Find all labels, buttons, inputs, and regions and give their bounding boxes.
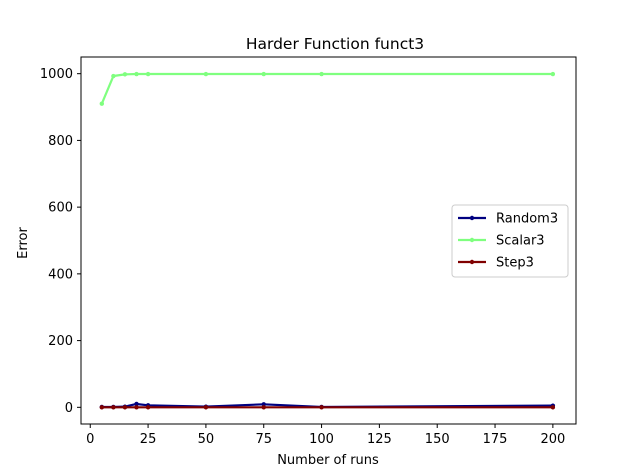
data-point-step3 — [134, 405, 139, 410]
data-point-scalar3 — [261, 71, 266, 77]
data-point-step3 — [203, 405, 209, 410]
data-point-step3 — [145, 405, 151, 410]
x-tick-label: 100 — [309, 432, 334, 447]
data-point-scalar3 — [203, 71, 209, 77]
data-point-step3 — [122, 405, 128, 410]
legend: Random3 Scalar3 Step3 — [451, 204, 569, 278]
legend-label: Random3 — [496, 212, 558, 227]
data-point-scalar3 — [145, 71, 151, 77]
chart-title: Harder Function funct3 — [246, 35, 424, 53]
data-point-scalar3 — [99, 101, 105, 106]
data-point-scalar3 — [122, 72, 128, 77]
series-layer — [99, 71, 556, 410]
data-point-random3 — [134, 401, 139, 407]
series-step3 — [99, 405, 556, 410]
data-point-step3 — [550, 405, 556, 410]
x-tick-label: 75 — [255, 432, 272, 447]
y-tick-label: 600 — [48, 201, 73, 216]
data-point-step3 — [261, 405, 266, 410]
series-scalar3 — [99, 71, 556, 106]
x-axis: 0 25 50 75 100 125 150 175 200 — [86, 424, 565, 447]
legend-label: Step3 — [496, 256, 534, 271]
data-point-step3 — [111, 405, 116, 410]
legend-item-random3: Random3 — [458, 212, 558, 227]
legend-label: Scalar3 — [496, 234, 545, 249]
y-tick-label: 400 — [48, 267, 73, 282]
plot-frame — [80, 56, 577, 425]
x-tick-label: 175 — [483, 432, 508, 447]
y-tick-label: 800 — [48, 134, 73, 149]
data-point-step3 — [99, 405, 105, 410]
x-tick-label: 125 — [367, 432, 392, 447]
legend-item-scalar3: Scalar3 — [458, 234, 545, 249]
data-point-scalar3 — [134, 71, 139, 77]
x-tick-label: 150 — [425, 432, 450, 447]
data-point-scalar3 — [111, 73, 116, 79]
x-axis-label: Number of runs — [277, 453, 379, 468]
data-point-step3 — [319, 405, 324, 410]
data-point-scalar3 — [550, 71, 556, 77]
x-tick-label: 50 — [198, 432, 215, 447]
data-point-scalar3 — [319, 71, 324, 77]
y-axis-label: Error — [16, 227, 31, 259]
x-tick-label: 0 — [86, 432, 94, 447]
legend-marker — [469, 237, 475, 243]
plot-area — [80, 56, 577, 425]
legend-box — [451, 204, 569, 278]
y-tick-label: 1000 — [40, 67, 73, 82]
y-tick-label: 200 — [48, 334, 73, 349]
y-axis: 0 200 400 600 800 1000 — [40, 67, 81, 416]
x-tick-label: 25 — [140, 432, 157, 447]
series-line-scalar3 — [100, 72, 553, 105]
legend-marker — [469, 259, 475, 265]
x-tick-label: 200 — [540, 432, 565, 447]
legend-item-step3: Step3 — [458, 256, 534, 271]
legend-marker — [469, 215, 475, 221]
y-tick-label: 0 — [65, 401, 73, 416]
